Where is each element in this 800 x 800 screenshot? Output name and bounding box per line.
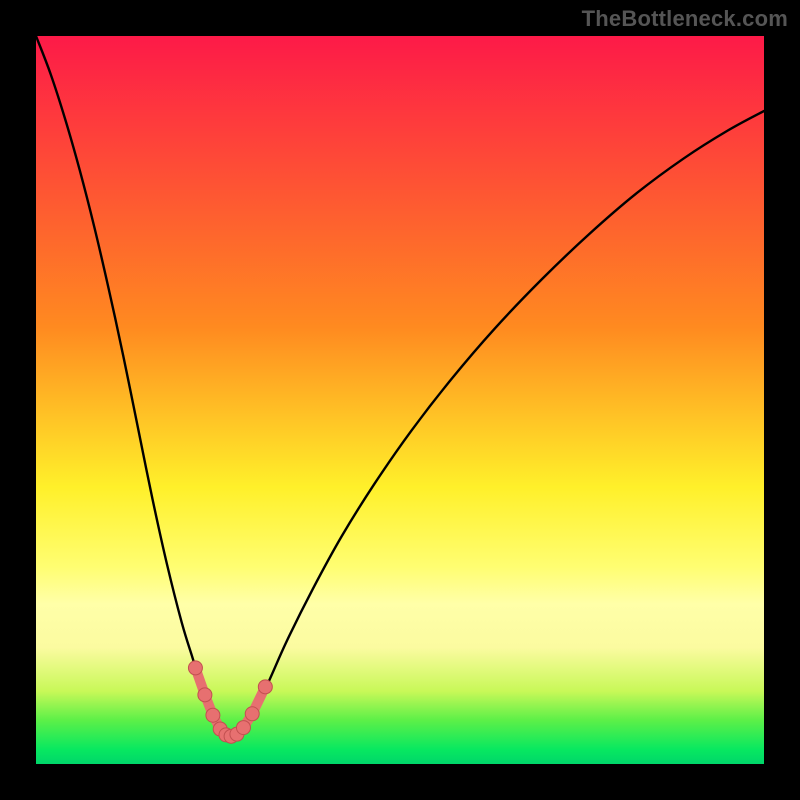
plot-gradient-bg <box>36 36 764 764</box>
watermark-text: TheBottleneck.com <box>582 6 788 32</box>
chart-stage: TheBottleneck.com <box>0 0 800 800</box>
